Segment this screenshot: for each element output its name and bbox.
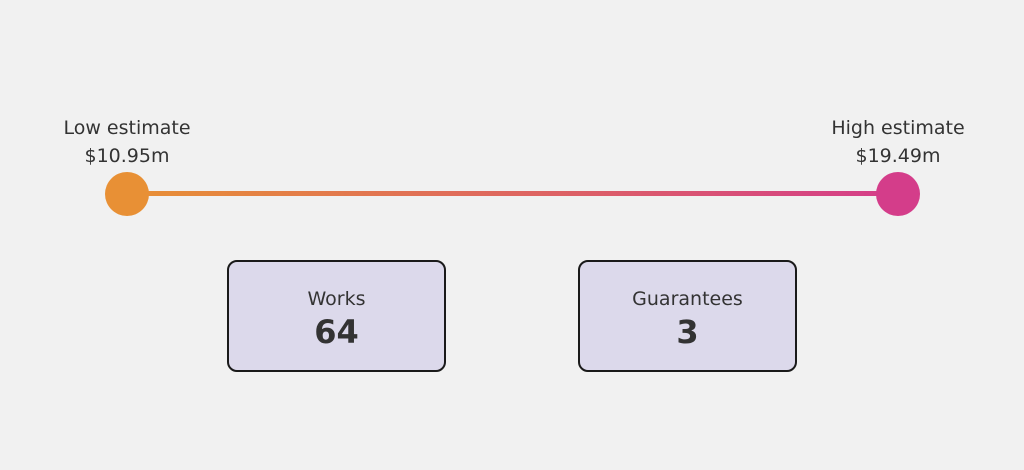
high-estimate-label: High estimate $19.49m bbox=[788, 114, 1008, 170]
high-estimate-title: High estimate bbox=[831, 117, 965, 139]
high-estimate-value: $19.49m bbox=[855, 145, 941, 167]
works-label: Works bbox=[307, 288, 366, 310]
high-estimate-marker bbox=[876, 172, 920, 216]
low-estimate-title: Low estimate bbox=[63, 117, 191, 139]
guarantees-value: 3 bbox=[676, 313, 699, 351]
low-estimate-label: Low estimate $10.95m bbox=[17, 114, 237, 170]
low-estimate-value: $10.95m bbox=[84, 145, 170, 167]
guarantees-card: Guarantees 3 bbox=[578, 260, 797, 372]
works-value: 64 bbox=[314, 313, 359, 351]
estimate-range-line bbox=[127, 191, 898, 196]
works-card: Works 64 bbox=[227, 260, 446, 372]
low-estimate-marker bbox=[105, 172, 149, 216]
guarantees-label: Guarantees bbox=[632, 288, 743, 310]
